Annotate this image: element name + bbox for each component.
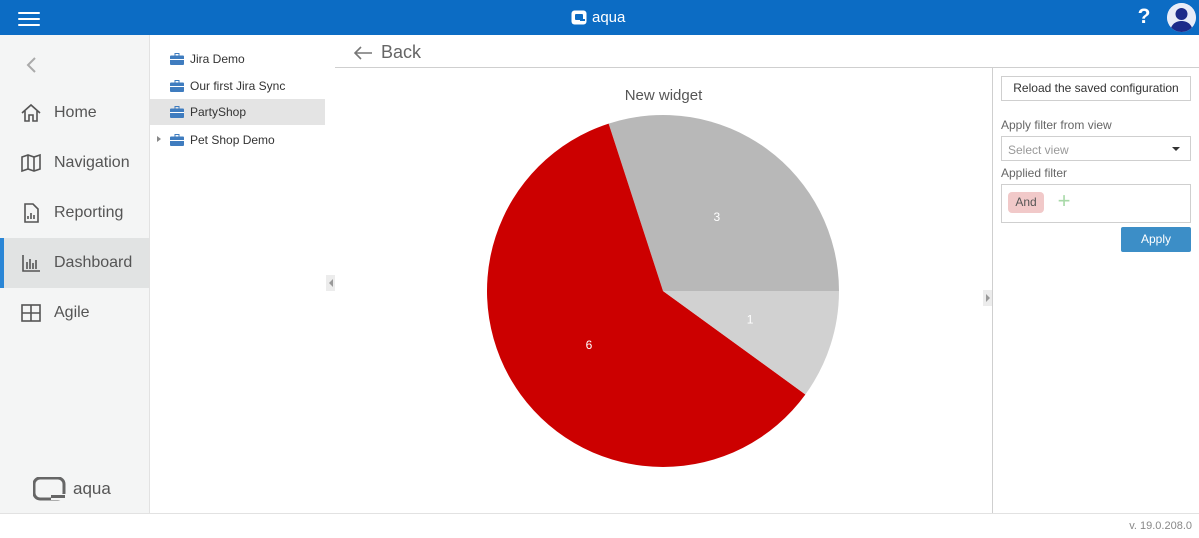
pie-slice-1[interactable] — [663, 291, 839, 395]
top-bar: aqua ? — [0, 0, 1199, 35]
pie-slice-6[interactable] — [487, 123, 806, 468]
add-filter-icon[interactable]: + — [1057, 188, 1071, 213]
sidebar-item-label: Home — [54, 104, 97, 121]
project-tree: Jira Demo Our first Jira Sync PartyShop … — [150, 35, 325, 513]
app-title: aqua — [592, 8, 626, 26]
sidebar-logo-text: aqua — [73, 479, 111, 498]
widget-title: New widget — [624, 87, 703, 104]
report-icon — [24, 203, 39, 223]
aqua-logo-icon — [33, 477, 66, 501]
back-button[interactable]: Back — [353, 42, 421, 63]
hamburger-menu-icon[interactable] — [18, 9, 42, 27]
sidebar-item-label: Navigation — [54, 154, 130, 171]
sidebar-item-agile[interactable]: Agile — [0, 288, 149, 338]
pie-label-1: 1 — [747, 312, 754, 326]
version-label: v. 19.0.208.0 — [1129, 520, 1192, 532]
footer: v. 19.0.208.0 — [0, 513, 1199, 538]
brand: aqua — [571, 7, 625, 27]
sidebar-item-label: Agile — [54, 304, 90, 321]
tree-item-label: PartyShop — [190, 105, 247, 119]
tree-item-label: Jira Demo — [190, 52, 245, 66]
user-avatar-icon — [1167, 3, 1196, 32]
tree-item-our-first-jira-sync[interactable]: Our first Jira Sync — [150, 73, 325, 99]
expand-panel-icon[interactable] — [983, 290, 992, 306]
tree-splitter[interactable] — [325, 35, 335, 513]
expand-caret-icon[interactable] — [157, 136, 161, 142]
back-label: Back — [381, 42, 422, 62]
sidebar-item-navigation[interactable]: Navigation — [0, 138, 149, 188]
select-view-placeholder: Select view — [1008, 143, 1069, 157]
sidebar-item-label: Reporting — [54, 204, 124, 221]
panel-divider — [992, 68, 993, 513]
aqua-logo-icon — [571, 10, 587, 24]
collapse-tree-icon[interactable] — [326, 275, 335, 291]
chevron-down-icon — [1172, 147, 1180, 151]
tree-item-label: Our first Jira Sync — [190, 79, 286, 93]
back-bar: Back — [335, 35, 1199, 68]
sidebar-item-reporting[interactable]: Reporting — [0, 188, 149, 238]
sidebar-item-home[interactable]: Home — [0, 88, 149, 138]
select-view-dropdown[interactable]: Select view — [1001, 136, 1191, 161]
briefcase-icon — [170, 134, 184, 146]
home-icon — [21, 103, 41, 122]
widget-chart: New widget 3 6 1 — [335, 68, 992, 513]
arrow-left-icon — [353, 45, 372, 60]
sidebar: Home Navigation Reporting Dashboard Agil… — [0, 35, 150, 513]
tree-item-partyshop[interactable]: PartyShop — [150, 99, 325, 125]
briefcase-icon — [170, 53, 184, 65]
grid-icon — [21, 304, 41, 322]
apply-button[interactable]: Apply — [1121, 227, 1191, 252]
sidebar-logo: aqua — [33, 477, 111, 501]
tree-item-label: Pet Shop Demo — [190, 133, 275, 147]
tree-item-jira-demo[interactable]: Jira Demo — [150, 46, 325, 72]
pie-label-6: 6 — [586, 338, 593, 352]
briefcase-icon — [170, 106, 184, 118]
applied-filter-box: And + — [1001, 184, 1191, 223]
tree-item-pet-shop-demo[interactable]: Pet Shop Demo — [150, 127, 325, 153]
sidebar-item-dashboard[interactable]: Dashboard — [0, 238, 149, 288]
bar-chart-icon — [22, 255, 40, 272]
briefcase-icon — [170, 80, 184, 92]
config-panel: Reload the saved configuration Apply fil… — [993, 68, 1199, 513]
applied-filter-label: Applied filter — [1001, 166, 1068, 180]
map-icon — [21, 153, 41, 173]
pie-label-3: 3 — [713, 210, 720, 224]
and-operator-chip[interactable]: And — [1008, 192, 1044, 213]
filter-view-label: Apply filter from view — [1001, 118, 1112, 132]
collapse-sidebar-icon[interactable] — [22, 55, 42, 75]
reload-config-button[interactable]: Reload the saved configuration — [1001, 76, 1191, 101]
avatar[interactable] — [1167, 3, 1196, 32]
pie-chart: 3 6 1 — [487, 114, 839, 468]
sidebar-item-label: Dashboard — [54, 254, 133, 271]
help-icon[interactable]: ? — [1137, 5, 1151, 28]
pie-slice-3[interactable] — [608, 114, 839, 291]
